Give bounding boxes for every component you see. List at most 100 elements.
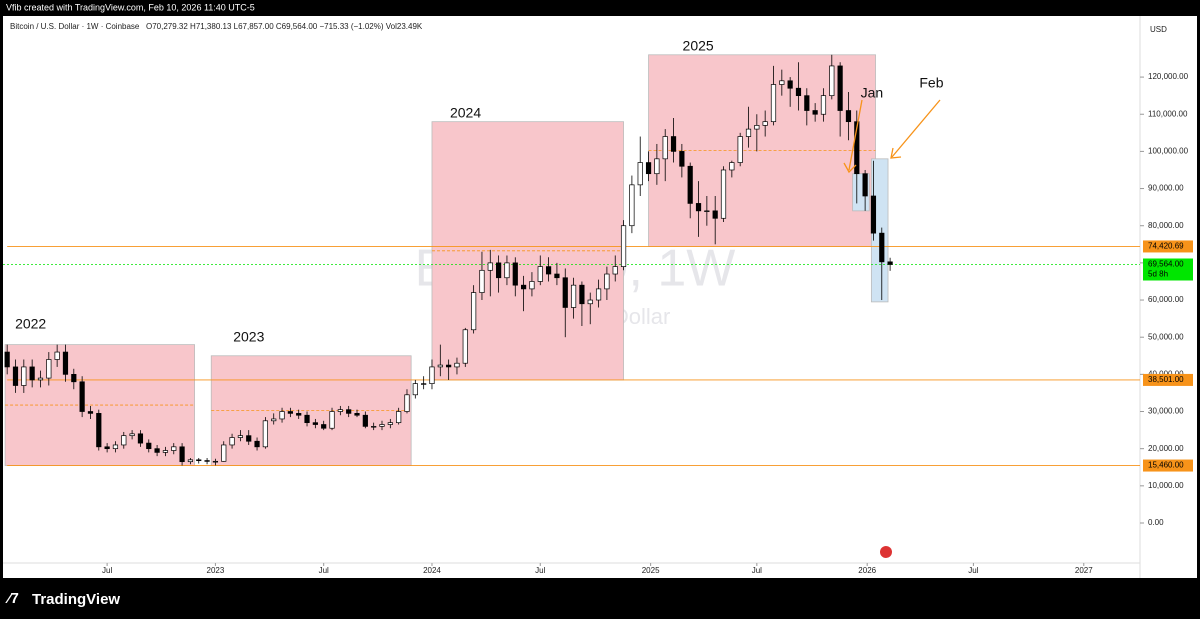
x-tick-label: 2023 (207, 566, 225, 575)
x-tick-label: 2027 (1075, 566, 1093, 575)
candle-body (887, 261, 893, 265)
candle-body (820, 95, 827, 115)
y-tick-label: 10,000.00 (1148, 481, 1184, 490)
candle-body (462, 329, 468, 364)
candle-body (521, 284, 527, 290)
candle-body (421, 383, 427, 385)
candle-body (112, 444, 119, 450)
candle-body (296, 413, 302, 416)
symbol: Bitcoin / U.S. Dollar · 1W · Coinbase (10, 22, 140, 31)
x-tick-label: Jul (752, 566, 762, 575)
candle-body (221, 444, 227, 462)
candle-body (837, 65, 843, 111)
candle-body (779, 80, 785, 85)
candle-body (96, 413, 102, 448)
candle-body (854, 121, 860, 175)
price-tag-label: 74,420.69 (1148, 242, 1184, 251)
y-tick-label: 90,000.00 (1148, 184, 1184, 193)
box-label: 2024 (450, 104, 481, 120)
x-tick-label: 2024 (423, 566, 441, 575)
candle-body (229, 437, 235, 446)
candle-body (737, 136, 743, 163)
candle-body (254, 440, 260, 448)
candle-body (396, 411, 402, 424)
candle-body (787, 80, 793, 89)
candle-body (79, 381, 85, 412)
candle-body (196, 459, 202, 461)
candle-body (279, 411, 285, 420)
range-box (210, 355, 412, 466)
candle-body (379, 424, 385, 427)
candle-body (562, 277, 568, 308)
candle-body (829, 65, 835, 97)
arrow (891, 99, 941, 158)
credit: Vfib created with TradingView.com, Feb 1… (6, 2, 255, 12)
candle-body (812, 110, 818, 115)
candle-body (129, 433, 135, 437)
candle-body (729, 162, 735, 171)
candle-body (612, 266, 618, 275)
plot: 0.0010,000.0020,000.0030,000.0040,000.00… (3, 37, 1193, 575)
last-price-tag (1143, 258, 1193, 281)
candle-body (879, 232, 885, 263)
candle-body (54, 351, 60, 360)
candle-body (354, 413, 360, 416)
event-icon[interactable] (880, 546, 892, 558)
price-tag-label: 38,501.00 (1148, 375, 1184, 384)
box-label: Jan (861, 84, 884, 100)
candle-body (371, 426, 377, 428)
candle-body (554, 273, 560, 279)
candle-body (862, 173, 868, 197)
candle-body (312, 422, 318, 425)
y-tick-label: 100,000.00 (1148, 147, 1189, 156)
countdown: 5d 8h (1148, 270, 1168, 279)
candle-body (146, 442, 152, 450)
price-tag (1143, 373, 1193, 386)
candle-body (679, 151, 685, 167)
candle-body (237, 435, 243, 438)
candle-body (387, 422, 393, 425)
candle-body (662, 136, 668, 160)
y-tick-label: 30,000.00 (1148, 407, 1184, 416)
candle-body (487, 262, 493, 271)
y-tick-label: 110,000.00 (1148, 109, 1188, 118)
x-tick-label: Jul (102, 566, 112, 575)
candle-body (412, 383, 418, 396)
candle-body (712, 210, 718, 219)
price-tag-label: 15,460.00 (1148, 461, 1184, 470)
brand: TradingView (32, 591, 120, 608)
candle-body (287, 411, 293, 414)
candle-body (204, 460, 210, 462)
candle-body (329, 411, 335, 429)
candle-body (346, 409, 352, 414)
y-tick-label: 80,000.00 (1148, 221, 1184, 230)
candle-body (246, 435, 252, 442)
candle-body (179, 446, 185, 463)
price-tag (1143, 459, 1193, 472)
arrow-head (843, 162, 857, 174)
candle-body (4, 351, 10, 368)
price-tag (1143, 240, 1193, 253)
candle-body (29, 366, 35, 381)
candle-body (654, 158, 660, 175)
candle-body (212, 460, 219, 463)
candle-body (687, 165, 693, 204)
candle-body (71, 374, 77, 383)
candle-body (21, 366, 27, 386)
candle-body (629, 184, 635, 227)
candle-body (154, 448, 160, 453)
candle-body (704, 210, 710, 213)
candle-body (271, 418, 277, 422)
candle-body (745, 128, 752, 137)
candle-body (479, 269, 485, 293)
candle-body (171, 446, 177, 451)
candle-body (304, 414, 310, 424)
candle-body (104, 446, 110, 450)
candle-body (870, 195, 877, 234)
candle-body (429, 366, 435, 384)
box-label: Feb (919, 75, 943, 91)
box-label: 2025 (683, 37, 714, 53)
x-tick-label: Jul (535, 566, 545, 575)
candle-body (845, 110, 852, 123)
